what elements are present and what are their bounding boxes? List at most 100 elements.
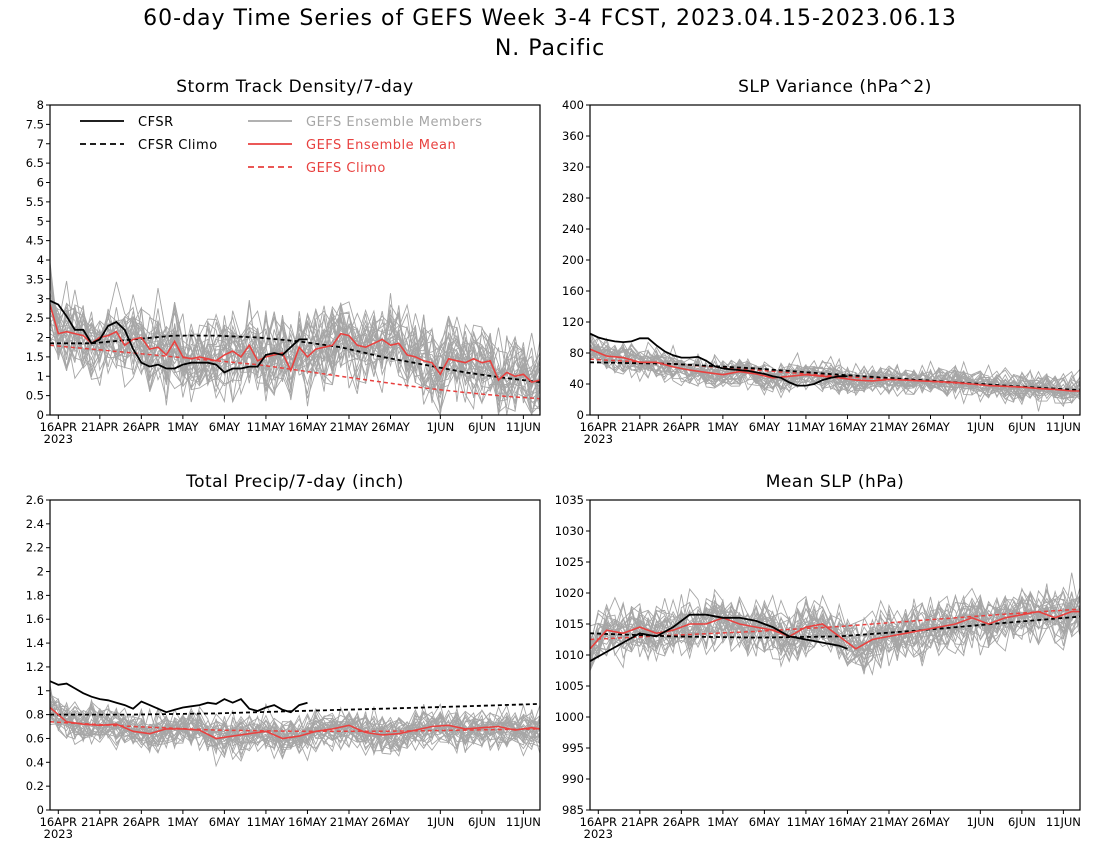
y-tick-label: 1025	[555, 555, 584, 569]
ensemble-member-line	[50, 308, 540, 412]
y-tick-label: 1	[37, 684, 44, 698]
y-tick-label: 5	[37, 214, 44, 228]
y-tick-label: 0	[577, 408, 584, 422]
x-tick-label: 11JUN	[506, 815, 541, 829]
x-tick-label: 11JUN	[1046, 815, 1081, 829]
x-axis: 16APR 21APR 26APR 1MAY 6MAY 11MAY 16MAY 21MAY 26…	[40, 415, 541, 446]
x-tick-label: 21MAY	[330, 420, 370, 434]
series-cfsr-climo	[590, 615, 1080, 639]
x-tick-label: 6MAY	[209, 420, 241, 434]
ensemble-member-line	[50, 709, 540, 750]
chart-panel-4: Mean SLP (hPa) 985 990 995 1000 1005 1010 1015 1…	[555, 472, 1081, 841]
ensemble-member-line	[590, 592, 1080, 661]
plot-frame	[589, 499, 1081, 811]
y-tick-label: 0.5	[26, 389, 44, 403]
x-tick-label: 21MAY	[870, 815, 910, 829]
series-gefs-climo	[590, 608, 1080, 641]
y-tick-label: 0	[37, 408, 44, 422]
series-cfsr	[590, 332, 848, 387]
x-tick-label: 16APR	[580, 420, 617, 434]
y-tick-label: 1	[37, 369, 44, 383]
y-tick-label: 120	[562, 315, 584, 329]
x-tick-label: 6JUN	[1008, 420, 1036, 434]
y-tick-label: 0.4	[26, 755, 44, 769]
x-tick-label: 16MAY	[288, 815, 328, 829]
series-gefs-ensemble-mean	[50, 706, 540, 740]
y-tick-label: 3	[37, 292, 44, 306]
y-tick-label: 160	[562, 284, 584, 298]
panel-title: SLP Variance (hPa^2)	[738, 77, 932, 97]
x-tick-label: 21APR	[621, 420, 658, 434]
y-axis: 0 0.5 1 1.5 2 2.5 3 3.5 4 4.5 5 5.5 6 6.5 7 7.5 8	[26, 98, 50, 422]
y-tick-label: 995	[562, 741, 584, 755]
x-tick-label: 21APR	[81, 420, 118, 434]
legend-label: GEFS Ensemble Members	[306, 115, 483, 130]
ensemble-members	[590, 572, 1080, 676]
x-tick-label: 1MAY	[167, 815, 199, 829]
x-tick-label: 1MAY	[167, 420, 199, 434]
y-tick-label: 320	[562, 160, 584, 174]
y-tick-label: 1.8	[26, 588, 44, 602]
x-tick-label: 11JUN	[506, 420, 541, 434]
x-year-label: 2023	[584, 432, 613, 446]
series-gefs-ensemble-mean	[50, 304, 540, 383]
y-tick-label: 1.6	[26, 612, 44, 626]
x-tick-label: 16MAY	[828, 815, 868, 829]
x-tick-label: 16APR	[580, 815, 617, 829]
y-tick-label: 0.6	[26, 731, 44, 745]
x-tick-label: 11MAY	[247, 815, 287, 829]
y-tick-label: 7	[37, 137, 44, 151]
figure-title-line1: 60-day Time Series of GEFS Week 3-4 FCST…	[143, 6, 957, 31]
x-tick-label: 16MAY	[288, 420, 328, 434]
plot-area	[50, 680, 540, 768]
y-tick-label: 240	[562, 222, 584, 236]
x-tick-label: 1JUN	[966, 815, 994, 829]
panel-title: Mean SLP (hPa)	[766, 472, 905, 492]
chart-panel-1: Storm Track Density/7-day 0 0.5 1 1.5 2 2.5 3 3.…	[26, 77, 541, 446]
chart-panel-2: SLP Variance (hPa^2) 0 40 80 120 160 200 240 280…	[562, 77, 1081, 446]
y-tick-label: 2.2	[26, 541, 44, 555]
ensemble-members	[590, 332, 1080, 412]
y-tick-label: 40	[569, 377, 584, 391]
x-tick-label: 11JUN	[1046, 420, 1081, 434]
ensemble-members	[50, 262, 540, 415]
y-tick-label: 2	[37, 565, 44, 579]
x-tick-label: 1JUN	[426, 420, 454, 434]
y-tick-label: 360	[562, 129, 584, 143]
x-tick-label: 26MAY	[911, 815, 951, 829]
x-tick-label: 26MAY	[371, 815, 411, 829]
series-cfsr	[50, 299, 308, 374]
y-tick-label: 4.5	[26, 234, 44, 248]
y-tick-label: 80	[569, 346, 584, 360]
x-tick-label: 6JUN	[1008, 815, 1036, 829]
x-tick-label: 21APR	[621, 815, 658, 829]
ensemble-member-line	[50, 698, 540, 752]
x-tick-label: 26MAY	[911, 420, 951, 434]
plot-area	[50, 262, 540, 415]
legend-label: GEFS Climo	[306, 161, 386, 176]
x-tick-label: 1MAY	[707, 420, 739, 434]
y-tick-label: 1000	[555, 710, 584, 724]
panel-title: Total Precip/7-day (inch)	[185, 472, 404, 492]
figure-title-line2: N. Pacific	[494, 36, 606, 61]
ensemble-member-line	[590, 589, 1080, 664]
y-tick-label: 1.5	[26, 350, 44, 364]
y-tick-label: 985	[562, 803, 584, 817]
ensemble-member-line	[50, 693, 540, 755]
x-tick-label: 6MAY	[209, 815, 241, 829]
chart-panel-3: Total Precip/7-day (inch)00.20.40.60.811…	[26, 472, 541, 841]
x-tick-label: 11MAY	[787, 815, 827, 829]
series-cfsr	[50, 680, 308, 714]
x-tick-label: 26APR	[123, 815, 160, 829]
y-tick-label: 990	[562, 772, 584, 786]
x-tick-label: 26APR	[663, 420, 700, 434]
x-axis: 16APR 21APR 26APR 1MAY 6MAY 11MAY 16MAY 21MAY 26…	[580, 810, 1081, 841]
y-axis: 985 990 995 1000 1005 1010 1015 1020 1025 1030 103…	[555, 493, 590, 817]
y-tick-label: 6.5	[26, 156, 44, 170]
x-year-label: 2023	[44, 432, 73, 446]
x-tick-label: 1JUN	[426, 815, 454, 829]
x-tick-label: 11MAY	[247, 420, 287, 434]
y-tick-label: 5.5	[26, 195, 44, 209]
x-tick-label: 1JUN	[966, 420, 994, 434]
